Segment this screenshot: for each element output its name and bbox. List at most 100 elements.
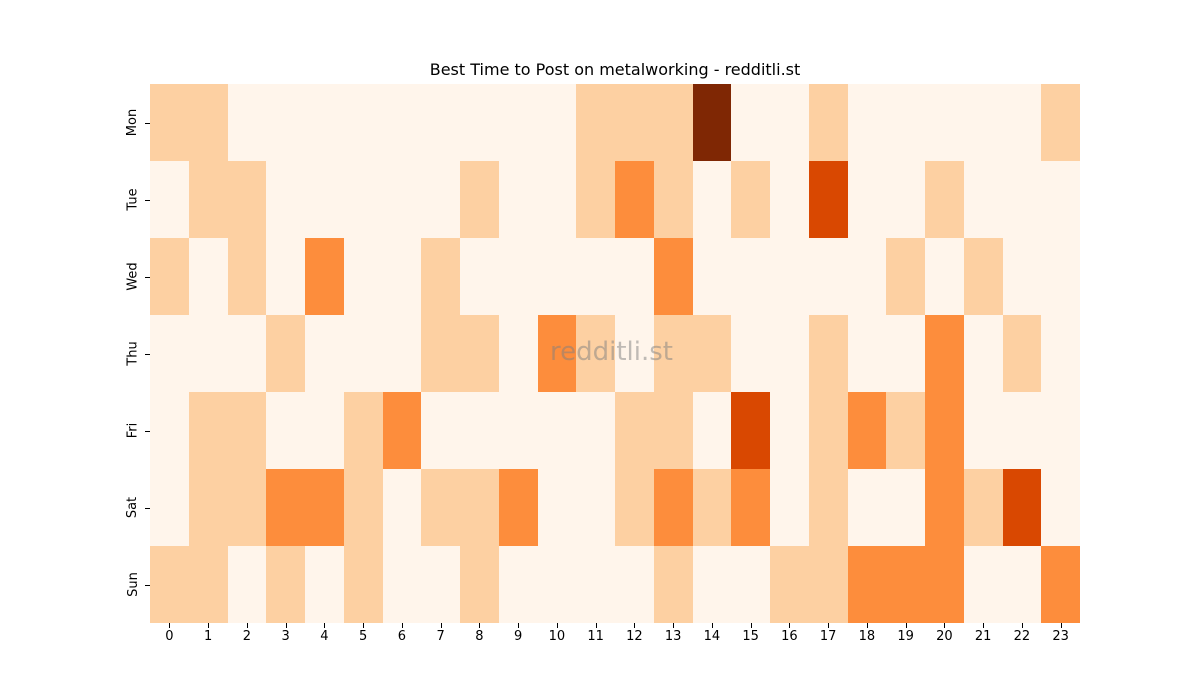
- heatmap-cell: [498, 161, 538, 238]
- heatmap-cell: [731, 238, 770, 315]
- heatmap-cell: [421, 546, 460, 623]
- heatmap-cell: [1002, 84, 1042, 161]
- heatmap-cell: [382, 315, 422, 392]
- heatmap-cell: [576, 546, 615, 623]
- heatmap-cell: [963, 238, 1003, 315]
- y-tick: [145, 507, 150, 509]
- heatmap-cell: [925, 469, 964, 546]
- heatmap-cell: [1041, 84, 1080, 161]
- x-tick: [711, 623, 713, 628]
- heatmap-cell: [537, 315, 577, 392]
- heatmap-cell: [227, 469, 267, 546]
- heatmap-cell: [498, 315, 538, 392]
- heatmap-cell: [731, 469, 770, 546]
- heatmap-cell: [925, 546, 964, 623]
- heatmap-cell: [150, 84, 189, 161]
- heatmap-cell: [963, 546, 1003, 623]
- heatmap-cell: [227, 546, 267, 623]
- heatmap-cell: [770, 315, 809, 392]
- heatmap-cell: [343, 238, 383, 315]
- x-tick-label: 15: [742, 629, 759, 644]
- heatmap-cell: [692, 238, 732, 315]
- heatmap-cell: [847, 238, 887, 315]
- heatmap-cell: [692, 469, 732, 546]
- x-tick-label: 19: [897, 629, 914, 644]
- heatmap-cell: [460, 546, 499, 623]
- x-tick-label: 9: [513, 629, 523, 644]
- heatmap-cell: [421, 315, 460, 392]
- x-tick: [401, 623, 403, 628]
- heatmap-cell: [382, 546, 422, 623]
- heatmap-cell: [653, 238, 693, 315]
- heatmap-cell: [266, 546, 305, 623]
- heatmap-cell: [1041, 469, 1080, 546]
- heatmap-cell: [653, 546, 693, 623]
- heatmap-cell: [343, 161, 383, 238]
- x-tick-label: 16: [781, 629, 798, 644]
- heatmap-cell: [808, 315, 848, 392]
- x-tick: [363, 623, 365, 628]
- heatmap-cell: [925, 238, 964, 315]
- x-tick: [208, 623, 210, 628]
- heatmap-cell: [615, 469, 654, 546]
- y-tick-label: Wed: [125, 262, 141, 291]
- heatmap-cell: [188, 469, 228, 546]
- x-tick: [479, 623, 481, 628]
- heatmap-cell: [266, 161, 305, 238]
- heatmap-cell: [770, 161, 809, 238]
- x-tick: [285, 623, 287, 628]
- heatmap-cell: [421, 238, 460, 315]
- heatmap-cell: [731, 546, 770, 623]
- heatmap-cell: [460, 84, 499, 161]
- heatmap-cell: [537, 161, 577, 238]
- x-tick: [246, 623, 248, 628]
- y-tick-label: Mon: [125, 108, 141, 137]
- heatmap-cell: [343, 392, 383, 469]
- x-tick-label: 2: [242, 629, 252, 644]
- y-tick-label: Tue: [125, 188, 141, 211]
- x-tick: [595, 623, 597, 628]
- heatmap-cell: [963, 315, 1003, 392]
- heatmap-cell: [227, 161, 267, 238]
- heatmap-cell: [266, 84, 305, 161]
- heatmap-cell: [808, 161, 848, 238]
- heatmap-cell: [692, 161, 732, 238]
- heatmap-cell: [150, 469, 189, 546]
- heatmap-cell: [615, 161, 654, 238]
- heatmap-cell: [731, 392, 770, 469]
- heatmap-cell: [343, 84, 383, 161]
- heatmap-cell: [963, 84, 1003, 161]
- chart-title: Best Time to Post on metalworking - redd…: [429, 60, 801, 79]
- heatmap-cell: [150, 161, 189, 238]
- heatmap-cell: [305, 469, 344, 546]
- x-tick: [169, 623, 171, 628]
- heatmap-cell: [188, 546, 228, 623]
- y-tick: [145, 353, 150, 355]
- heatmap-cell: [305, 161, 344, 238]
- x-tick-label: 12: [626, 629, 643, 644]
- y-tick: [145, 584, 150, 586]
- x-tick-label: 4: [320, 629, 329, 644]
- heatmap-cell: [808, 392, 848, 469]
- x-tick: [944, 623, 946, 628]
- x-tick-label: 17: [819, 629, 837, 644]
- heatmap-cell: [1041, 315, 1080, 392]
- y-tick-label: Sat: [125, 496, 141, 519]
- y-tick-label: Thu: [125, 341, 141, 366]
- heatmap-cell: [382, 84, 422, 161]
- heatmap-cell: [808, 238, 848, 315]
- heatmap-cell: [847, 315, 887, 392]
- heatmap-cell: [498, 238, 538, 315]
- heatmap-cell: [266, 315, 305, 392]
- x-tick-label: 13: [664, 629, 682, 644]
- heatmap-cell: [692, 392, 732, 469]
- x-tick-label: 5: [358, 629, 368, 644]
- x-tick: [440, 623, 442, 628]
- x-tick: [673, 623, 675, 628]
- heatmap-cell: [421, 84, 460, 161]
- heatmap-cell: [266, 469, 305, 546]
- x-tick-label: 7: [436, 629, 445, 644]
- y-tick: [145, 199, 150, 201]
- heatmap-cell: [576, 238, 615, 315]
- heatmap-cell: [460, 469, 499, 546]
